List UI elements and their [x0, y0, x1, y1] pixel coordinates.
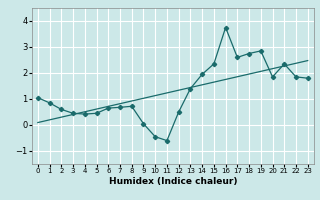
X-axis label: Humidex (Indice chaleur): Humidex (Indice chaleur) [108, 177, 237, 186]
